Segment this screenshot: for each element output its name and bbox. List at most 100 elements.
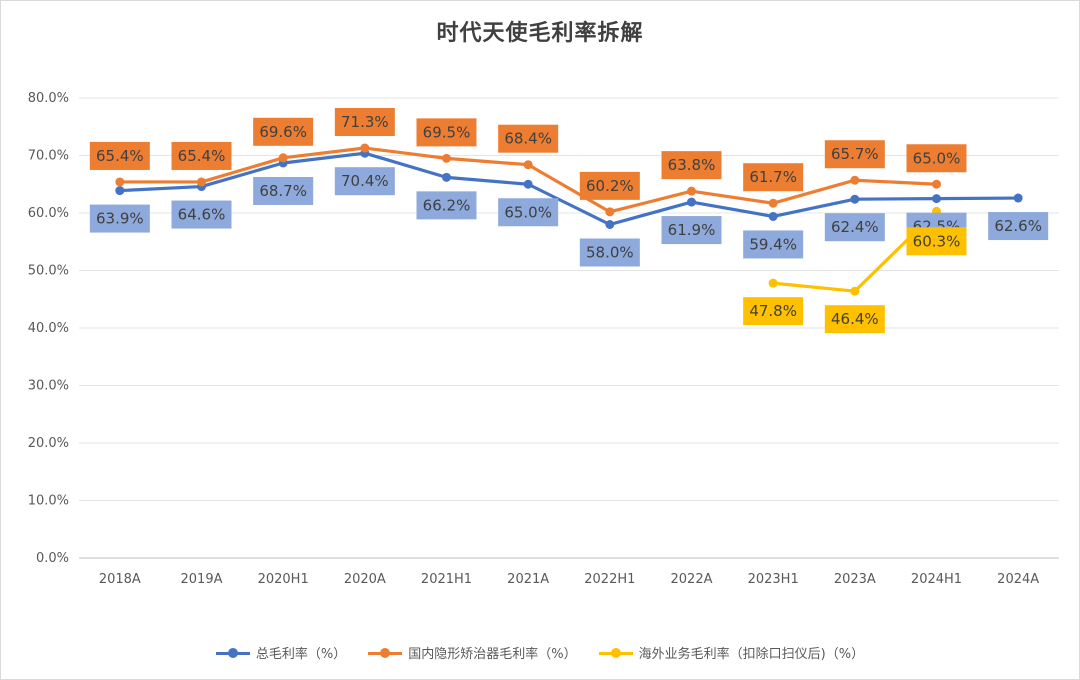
data-label-bg-total bbox=[743, 230, 804, 259]
data-point-domestic bbox=[442, 153, 451, 163]
data-label-bg-total bbox=[334, 167, 395, 196]
data-label-total: 65.0% bbox=[504, 203, 552, 221]
x-tick-label: 2023A bbox=[834, 572, 876, 587]
legend-item-total: 总毛利率（%） bbox=[215, 643, 347, 662]
data-label-domestic: 65.4% bbox=[178, 147, 226, 165]
data-label-domestic: 69.5% bbox=[423, 123, 471, 141]
data-label-bg-domestic bbox=[253, 117, 314, 146]
data-point-total bbox=[442, 172, 451, 182]
data-label-domestic: 65.4% bbox=[96, 147, 144, 165]
data-point-domestic bbox=[278, 153, 288, 163]
data-point-domestic bbox=[360, 143, 370, 153]
legend-label-overseas: 海外业务毛利率（扣除口扫仪后)（%） bbox=[638, 647, 865, 662]
data-point-total bbox=[523, 179, 533, 189]
legend-label-total: 总毛利率（%） bbox=[255, 647, 347, 662]
y-tick-label: 30.0% bbox=[28, 379, 69, 394]
data-label-total: 66.2% bbox=[423, 196, 471, 214]
data-point-overseas bbox=[768, 278, 778, 288]
data-label-domestic: 65.7% bbox=[831, 145, 879, 163]
data-point-total bbox=[605, 220, 615, 229]
data-label-domestic: 60.2% bbox=[586, 177, 634, 195]
legend-item-overseas: 海外业务毛利率（扣除口扫仪后)（%） bbox=[598, 643, 865, 662]
y-tick-label: 80.0% bbox=[28, 91, 69, 106]
x-tick-label: 2024A bbox=[997, 572, 1039, 587]
legend-label-domestic: 国内隐形矫治器毛利率（%） bbox=[408, 647, 577, 662]
data-point-domestic bbox=[687, 186, 696, 196]
x-tick-label: 2019A bbox=[181, 572, 223, 587]
x-tick-label: 2021H1 bbox=[421, 572, 472, 587]
data-label-total: 59.4% bbox=[749, 235, 797, 253]
data-point-domestic bbox=[197, 177, 206, 187]
data-label-domestic: 71.3% bbox=[341, 113, 389, 131]
data-point-total bbox=[850, 194, 860, 204]
data-label-total: 64.6% bbox=[178, 206, 226, 224]
data-label-total: 61.9% bbox=[668, 221, 716, 239]
data-point-domestic bbox=[932, 179, 941, 189]
data-point-total bbox=[768, 211, 778, 221]
data-label-bg-total bbox=[416, 191, 477, 220]
data-label-overseas: 47.8% bbox=[749, 302, 797, 320]
data-label-bg-overseas bbox=[906, 227, 967, 256]
data-label-total: 70.4% bbox=[341, 172, 389, 190]
series-line-total bbox=[119, 151, 1019, 227]
data-label-bg-domestic bbox=[661, 151, 722, 180]
data-label-domestic: 61.7% bbox=[749, 168, 797, 186]
data-label-bg-overseas bbox=[743, 297, 804, 326]
data-label-bg-domestic bbox=[89, 141, 150, 170]
data-label-bg-domestic bbox=[824, 140, 885, 169]
data-label-total: 62.4% bbox=[831, 218, 879, 236]
x-tick-label: 2022H1 bbox=[584, 572, 635, 587]
y-tick-label: 50.0% bbox=[28, 264, 69, 279]
data-label-bg-total bbox=[89, 204, 150, 233]
data-point-domestic bbox=[523, 160, 533, 170]
x-tick-label: 2023H1 bbox=[748, 572, 799, 587]
data-label-bg-domestic bbox=[906, 144, 967, 173]
data-point-total bbox=[687, 197, 696, 207]
x-tick-label: 2020A bbox=[344, 572, 386, 587]
legend-swatch-total bbox=[215, 647, 250, 658]
data-label-bg-total bbox=[253, 176, 314, 205]
chart-legend: 总毛利率（%） 国内隐形矫治器毛利率（%） 海外业务毛利率（扣除口扫仪后)（%） bbox=[1, 643, 1079, 662]
data-point-domestic bbox=[768, 198, 778, 208]
x-tick-label: 2022A bbox=[671, 572, 713, 587]
data-label-overseas: 60.3% bbox=[913, 232, 961, 250]
data-label-total: 63.9% bbox=[96, 210, 144, 228]
data-point-total bbox=[932, 194, 941, 204]
data-point-total bbox=[115, 186, 125, 196]
data-label-bg-domestic bbox=[171, 141, 232, 170]
data-label-bg-total bbox=[579, 238, 640, 267]
data-label-domestic: 65.0% bbox=[913, 149, 961, 167]
data-label-overseas: 46.4% bbox=[831, 310, 879, 328]
data-label-bg-domestic bbox=[498, 124, 559, 153]
data-point-total bbox=[1013, 193, 1023, 203]
data-label-bg-total bbox=[824, 213, 885, 242]
legend-item-domestic: 国内隐形矫治器毛利率（%） bbox=[368, 643, 577, 662]
data-label-bg-total bbox=[661, 216, 722, 245]
data-label-domestic: 68.4% bbox=[504, 130, 552, 148]
data-label-bg-domestic bbox=[743, 163, 804, 192]
data-label-bg-total bbox=[171, 200, 232, 229]
data-label-bg-overseas bbox=[824, 305, 885, 334]
data-label-total: 68.7% bbox=[259, 182, 307, 200]
data-label-bg-domestic bbox=[579, 171, 640, 200]
data-label-domestic: 69.6% bbox=[259, 123, 307, 141]
data-label-bg-total bbox=[498, 198, 559, 227]
x-tick-label: 2018A bbox=[99, 572, 141, 587]
y-tick-label: 10.0% bbox=[28, 494, 69, 509]
data-point-domestic bbox=[115, 177, 125, 187]
data-label-bg-domestic bbox=[334, 108, 395, 137]
x-tick-label: 2024H1 bbox=[911, 572, 962, 587]
y-tick-label: 40.0% bbox=[28, 321, 69, 336]
data-point-domestic bbox=[850, 175, 860, 185]
chart-title: 时代天使毛利率拆解 bbox=[436, 21, 644, 46]
y-tick-label: 20.0% bbox=[28, 436, 69, 451]
data-label-bg-domestic bbox=[416, 118, 477, 147]
data-label-total: 62.6% bbox=[994, 217, 1042, 235]
legend-swatch-overseas bbox=[598, 647, 633, 658]
y-tick-label: 60.0% bbox=[28, 206, 69, 221]
y-tick-label: 70.0% bbox=[28, 149, 69, 164]
x-tick-label: 2021A bbox=[507, 572, 549, 587]
data-point-domestic bbox=[605, 207, 615, 217]
data-point-overseas bbox=[850, 286, 860, 296]
